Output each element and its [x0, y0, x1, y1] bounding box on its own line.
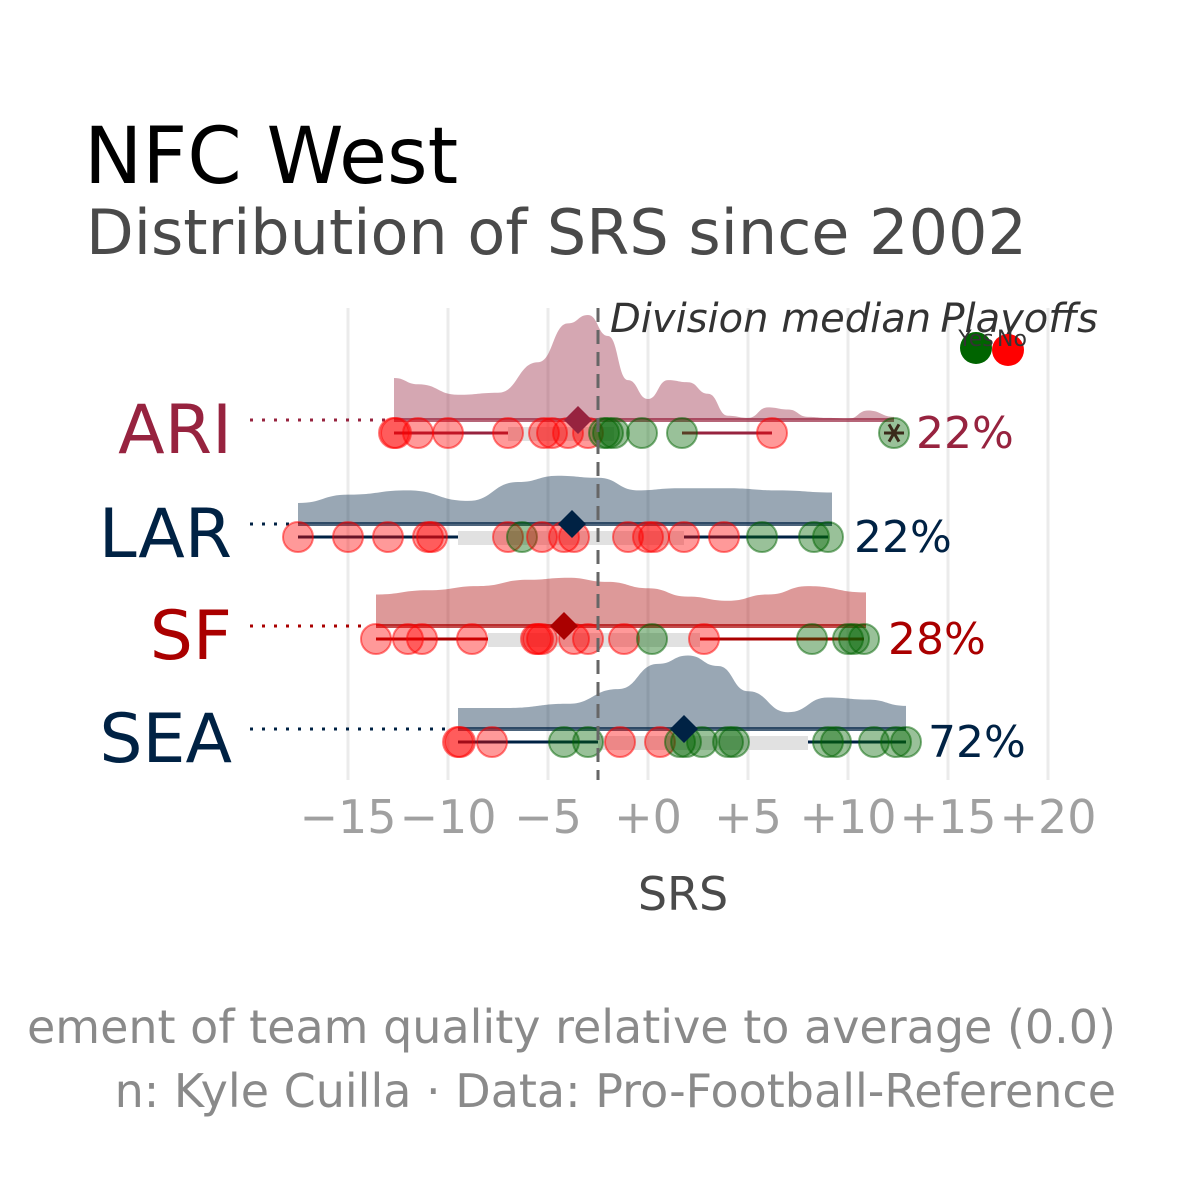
non-playoff-season-point	[282, 521, 314, 553]
legend-yes-marker	[960, 332, 992, 364]
non-playoff-season-point	[456, 623, 488, 655]
playoff-season-point	[838, 623, 870, 655]
playoff-season-point	[598, 417, 630, 449]
legend-no-label: No	[997, 327, 1027, 352]
playoff-season-point	[812, 521, 844, 553]
playoff-season-point	[718, 726, 750, 758]
non-playoff-season-point	[528, 417, 560, 449]
playoff-season-point	[890, 726, 922, 758]
x-tick-label: +20	[999, 790, 1096, 844]
division-median-label: Division median	[610, 296, 931, 342]
density-ridge	[298, 475, 832, 524]
playoff-season-point	[848, 623, 880, 655]
non-playoff-season-point	[402, 417, 434, 449]
team-label: ARI	[118, 391, 232, 470]
team-row-ari: ARI 22%	[118, 315, 1014, 470]
x-tick-label: −10	[399, 790, 496, 844]
playoff-season-point	[880, 726, 912, 758]
x-tick-label: +5	[714, 790, 782, 844]
highlight-asterisk-icon	[884, 423, 904, 443]
playoff-pct-label: 22%	[916, 408, 1014, 459]
playoff-season-point	[746, 521, 778, 553]
x-tick-label: +10	[799, 790, 896, 844]
x-tick-label: +0	[614, 790, 682, 844]
non-playoff-season-point	[526, 521, 558, 553]
x-tick-label: +15	[899, 790, 996, 844]
team-label: SEA	[99, 700, 232, 779]
chart-title: NFC West	[84, 112, 459, 202]
team-label: LAR	[99, 495, 232, 574]
playoff-pct-label: 28%	[888, 614, 986, 665]
median-diamond	[558, 510, 586, 538]
density-ridge	[376, 577, 866, 626]
non-playoff-season-point	[638, 521, 670, 553]
density-ridge	[458, 655, 906, 729]
non-playoff-season-point	[444, 726, 476, 758]
iqr-box	[508, 427, 614, 441]
iqr-box	[598, 736, 808, 750]
non-playoff-season-point	[608, 623, 640, 655]
non-playoff-season-point	[756, 417, 788, 449]
playoff-season-point	[686, 726, 718, 758]
density-ridge	[394, 315, 894, 420]
non-playoff-season-point	[604, 726, 636, 758]
median-diamond	[550, 612, 578, 640]
non-playoff-season-point	[708, 521, 740, 553]
legend-yes-label: Yes	[957, 327, 994, 352]
legend-title: Playoffs	[940, 296, 1098, 342]
playoff-season-point	[548, 726, 580, 758]
non-playoff-season-point	[492, 417, 524, 449]
team-row-sea: SEA 72%	[99, 655, 1026, 779]
playoff-pct-label: 22%	[854, 512, 952, 563]
playoff-season-point	[820, 726, 852, 758]
team-label: SF	[150, 597, 232, 676]
playoff-season-point	[666, 417, 698, 449]
asterisk-stroke	[887, 423, 901, 443]
non-playoff-season-point	[432, 417, 464, 449]
non-playoff-season-point	[332, 521, 364, 553]
playoff-season-point	[636, 623, 668, 655]
median-diamond	[670, 715, 698, 743]
playoff-season-point	[796, 623, 828, 655]
playoff-season-point	[812, 726, 844, 758]
iqr-box	[488, 633, 700, 647]
playoff-season-point	[626, 417, 658, 449]
playoff-season-point	[572, 726, 604, 758]
x-axis-label: SRS	[638, 867, 728, 921]
non-playoff-season-point	[406, 623, 438, 655]
non-playoff-season-point	[668, 521, 700, 553]
non-playoff-season-point	[372, 521, 404, 553]
non-playoff-season-point	[526, 623, 558, 655]
team-row-lar: LAR 22%	[99, 475, 952, 574]
caption-line-2: n: Kyle Cuilla · Data: Pro-Football-Refe…	[114, 1064, 1116, 1118]
chart-subtitle: Distribution of SRS since 2002	[86, 196, 1027, 269]
playoff-pct-label: 72%	[928, 717, 1026, 768]
playoff-season-point	[858, 726, 890, 758]
x-tick-label: −15	[299, 790, 396, 844]
x-axis-ticks: −15 −10 −5 +0 +5 +10 +15 +20	[299, 790, 1096, 844]
caption-line-1: ement of team quality relative to averag…	[26, 1000, 1116, 1054]
non-playoff-season-point	[380, 417, 412, 449]
non-playoff-season-point	[416, 521, 448, 553]
x-tick-label: −5	[514, 790, 582, 844]
non-playoff-season-point	[360, 623, 392, 655]
legend-no-marker	[992, 334, 1024, 366]
non-playoff-season-point	[688, 623, 720, 655]
iqr-box	[458, 531, 684, 545]
non-playoff-season-point	[572, 623, 604, 655]
team-row-sf: SF 28%	[150, 577, 986, 676]
median-diamond	[564, 406, 592, 434]
non-playoff-season-point	[476, 726, 508, 758]
